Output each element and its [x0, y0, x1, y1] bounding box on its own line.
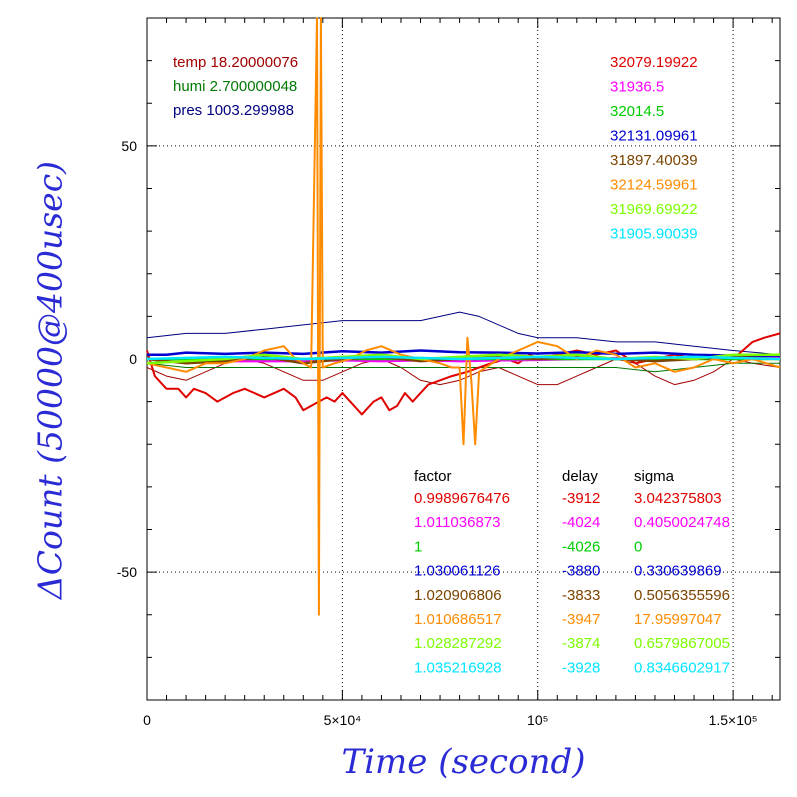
mean-legend-item: 31969.69922	[610, 201, 698, 218]
table-cell-delay: -3880	[562, 563, 600, 580]
stats-table: factor delay sigma 0.9989676476 -3912 3.04237…	[414, 468, 730, 676]
y-tick-label: 50	[121, 138, 137, 154]
table-header-sigma: sigma	[634, 468, 675, 485]
table-cell-sigma: 0.6579867005	[634, 635, 730, 652]
table-header-factor: factor	[414, 468, 452, 485]
env-legend-item: pres 1003.299988	[173, 102, 294, 119]
table-cell-factor: 1.035216928	[414, 659, 502, 676]
table-cell-delay: -3833	[562, 587, 600, 604]
mean-legend-item: 32124.59961	[610, 177, 698, 194]
table-cell-factor: 1	[414, 538, 422, 555]
table-cell-sigma: 0.4050024748	[634, 514, 730, 531]
table-cell-delay: -4024	[562, 514, 600, 531]
series-lines	[146, 17, 781, 616]
table-cell-factor: 1.030061126	[414, 563, 500, 580]
series-line	[147, 349, 780, 357]
mean-legend-item: 31897.40039	[610, 152, 698, 169]
mean-legend-item: 31936.5	[610, 79, 664, 96]
mean-legend-item: 32131.09961	[610, 128, 698, 145]
x-tick-label: 5×10⁴	[324, 712, 362, 728]
table-cell-delay: -3874	[562, 635, 600, 652]
env-line-temp	[146, 358, 781, 386]
env-legend-item: humi 2.700000048	[173, 78, 297, 95]
env-line-humi	[146, 362, 780, 373]
env-line-pres	[146, 311, 781, 356]
mean-legend: 32079.19922 31936.5 32014.5 32131.09961 3189…	[610, 54, 698, 243]
table-cell-delay: -3947	[562, 611, 600, 628]
env-legend-item: temp 18.20000076	[173, 54, 298, 71]
y-tick-label: 0	[129, 351, 137, 367]
series-line	[146, 17, 781, 616]
mean-legend-item: 31905.90039	[610, 226, 698, 243]
x-tick-label: 0	[143, 712, 151, 728]
table-cell-sigma: 3.042375803	[634, 490, 722, 507]
table-cell-factor: 1.028287292	[414, 635, 502, 652]
y-tick-label: -50	[117, 564, 137, 580]
mean-legend-item: 32079.19922	[610, 54, 698, 71]
table-cell-sigma: 0	[634, 538, 642, 555]
table-cell-sigma: 0.5056355596	[634, 587, 730, 604]
table-cell-sigma: 0.8346602917	[634, 659, 730, 676]
axis-ticks	[146, 17, 780, 701]
table-cell-delay: -3912	[562, 490, 600, 507]
table-cell-sigma: 17.95997047	[634, 611, 722, 628]
table-cell-delay: -3928	[562, 659, 600, 676]
mean-legend-item: 32014.5	[610, 103, 664, 120]
tick-labels: 0 5×10⁴ 10⁵ 1.5×10⁵ 50 0 -50	[117, 138, 758, 728]
series-line	[146, 355, 781, 361]
x-axis-label: Time (second)	[341, 742, 586, 782]
y-axis-label: ΔCount (50000@400usec)	[30, 160, 70, 600]
table-cell-factor: 1.010686517	[414, 611, 502, 628]
table-header-delay: delay	[562, 468, 598, 485]
table-cell-delay: -4026	[562, 538, 600, 555]
table-cell-factor: 0.9989676476	[414, 490, 510, 507]
env-legend: temp 18.20000076 humi 2.700000048 pres 100…	[173, 54, 298, 119]
x-tick-label: 1.5×10⁵	[709, 712, 758, 728]
table-cell-sigma: 0.330639869	[634, 563, 722, 580]
table-cell-factor: 1.020906806	[414, 587, 502, 604]
table-cell-factor: 1.011036873	[414, 514, 500, 531]
x-tick-label: 10⁵	[527, 712, 548, 728]
